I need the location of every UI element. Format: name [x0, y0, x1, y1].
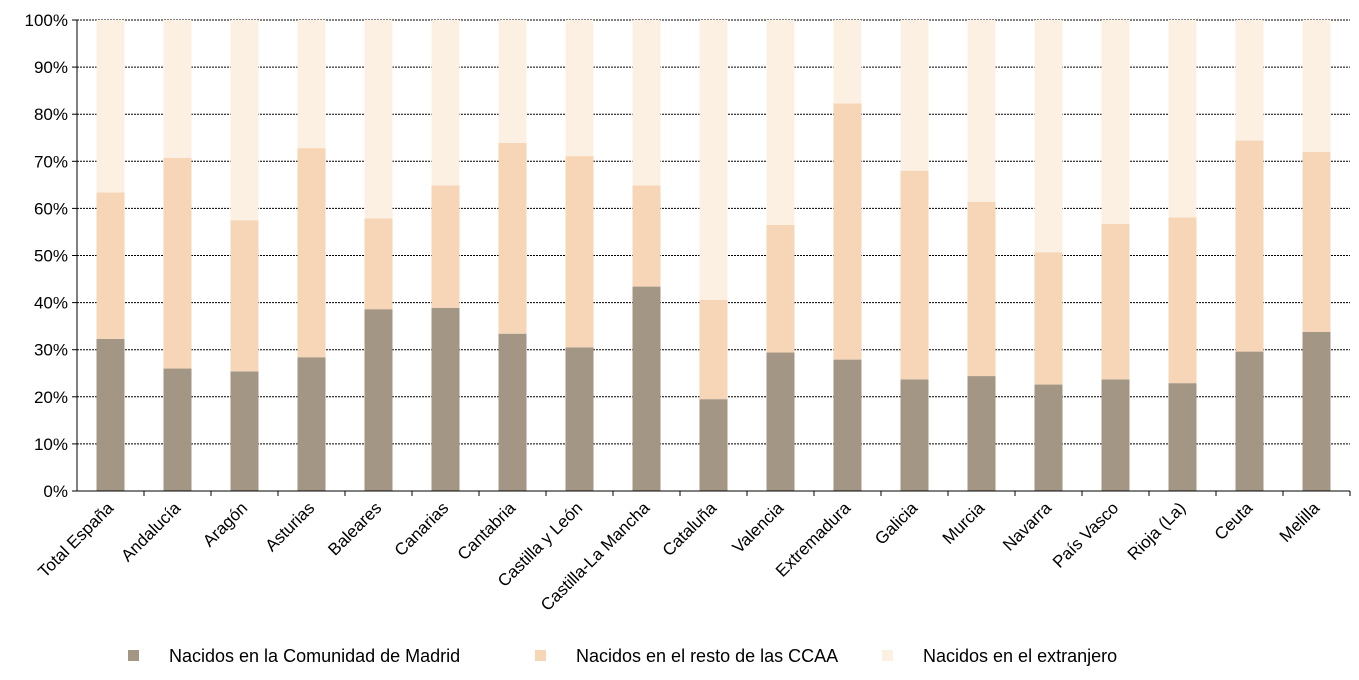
legend-label: Nacidos en el resto de las CCAA — [576, 646, 838, 666]
y-tick-label: 30% — [34, 341, 68, 360]
bar-segment — [900, 379, 929, 491]
x-tick-label: Canarias — [391, 498, 453, 560]
bars — [96, 20, 1331, 491]
bar-segment — [967, 376, 996, 491]
x-tick-label: Total España — [34, 498, 117, 581]
bar-segment — [699, 399, 728, 491]
bar-segment — [96, 192, 125, 339]
bar-segment — [431, 307, 460, 491]
bar-segment — [1235, 351, 1264, 491]
bar-segment — [1302, 331, 1331, 491]
y-tick-label: 50% — [34, 247, 68, 266]
bar-segment — [163, 20, 192, 159]
bar-segment — [1302, 20, 1331, 152]
y-tick-label: 70% — [34, 152, 68, 171]
bar-segment — [1101, 379, 1130, 491]
bar-segment — [967, 201, 996, 377]
x-tick-label: Melilla — [1276, 498, 1324, 546]
bar-segment — [833, 103, 862, 360]
y-tick-label: 60% — [34, 199, 68, 218]
x-tick-label: Rioja (La) — [1124, 498, 1190, 564]
legend-label: Nacidos en el extranjero — [923, 646, 1117, 666]
bar-segment — [1168, 217, 1197, 384]
bar-segment — [498, 333, 527, 491]
bar-segment — [431, 20, 460, 186]
x-tick-label: Andalucía — [117, 498, 184, 565]
bar-segment — [364, 20, 393, 219]
bar-segment — [632, 185, 661, 287]
bar-segment — [1168, 20, 1197, 218]
y-tick-label: 40% — [34, 294, 68, 313]
bar-segment — [766, 352, 795, 491]
x-tick-label: País Vasco — [1049, 498, 1122, 571]
x-tick-label: Cataluña — [659, 498, 721, 560]
bar-segment — [96, 20, 125, 193]
bar-segment — [699, 299, 728, 400]
legend-label: Nacidos en la Comunidad de Madrid — [169, 646, 460, 666]
bar-segment — [230, 20, 259, 221]
x-tick-label: Galicia — [871, 498, 922, 549]
bar-segment — [565, 347, 594, 491]
y-tick-label: 0% — [43, 482, 68, 501]
bar-segment — [833, 359, 862, 491]
bar-segment — [1101, 20, 1130, 224]
bar-segment — [163, 368, 192, 491]
legend-swatch — [128, 650, 139, 661]
x-tick-label: Aragón — [199, 498, 251, 550]
y-tick-label: 80% — [34, 105, 68, 124]
bar-segment — [96, 338, 125, 491]
bar-segment — [967, 20, 996, 202]
bar-segment — [766, 224, 795, 353]
bar-segment — [1168, 383, 1197, 491]
bar-segment — [833, 20, 862, 104]
x-tick-label: Navarra — [999, 498, 1056, 555]
bar-segment — [1034, 252, 1063, 385]
bar-segment — [632, 20, 661, 186]
x-tick-labels: Total España Andalucía Aragón Asturias Balea… — [34, 498, 1323, 615]
y-tick-label: 20% — [34, 388, 68, 407]
bar-segment — [498, 142, 527, 334]
x-tick-label: Cantabria — [454, 498, 520, 564]
bar-segment — [900, 20, 929, 171]
y-tick-label: 100% — [25, 11, 68, 30]
bar-segment — [1101, 223, 1130, 380]
y-tick-labels: 0% 10% 20% 30% 40% 50% 60% 70% 80% 90% 100% — [25, 11, 68, 501]
bar-segment — [297, 148, 326, 358]
axes — [72, 19, 1351, 496]
bar-segment — [163, 158, 192, 369]
legend: Nacidos en la Comunidad de Madrid Nacidos… — [128, 646, 1117, 666]
bar-segment — [230, 371, 259, 491]
bar-segment — [1302, 151, 1331, 332]
bar-segment — [565, 156, 594, 348]
bar-segment — [632, 286, 661, 491]
x-tick-label: Murcia — [939, 498, 989, 548]
bar-segment — [565, 20, 594, 157]
y-tick-label: 90% — [34, 58, 68, 77]
bar-segment — [297, 20, 326, 149]
bar-segment — [1034, 384, 1063, 491]
bar-segment — [364, 309, 393, 491]
bar-segment — [699, 20, 728, 300]
bar-segment — [1034, 20, 1063, 253]
x-tick-label: Asturias — [261, 498, 318, 555]
y-tick-label: 10% — [34, 435, 68, 454]
bar-segment — [1235, 140, 1264, 352]
bar-segment — [431, 185, 460, 308]
bar-segment — [230, 220, 259, 372]
bar-segment — [900, 170, 929, 380]
bar-segment — [766, 20, 795, 225]
x-tick-label: Valencia — [729, 498, 788, 557]
bar-segment — [498, 20, 527, 143]
x-tick-label: Ceuta — [1211, 498, 1257, 544]
bar-segment — [364, 218, 393, 310]
x-tick-label: Baleares — [324, 498, 385, 559]
legend-swatch — [535, 650, 546, 661]
bar-segment — [1235, 20, 1264, 141]
legend-swatch — [882, 650, 893, 661]
bar-segment — [297, 357, 326, 491]
